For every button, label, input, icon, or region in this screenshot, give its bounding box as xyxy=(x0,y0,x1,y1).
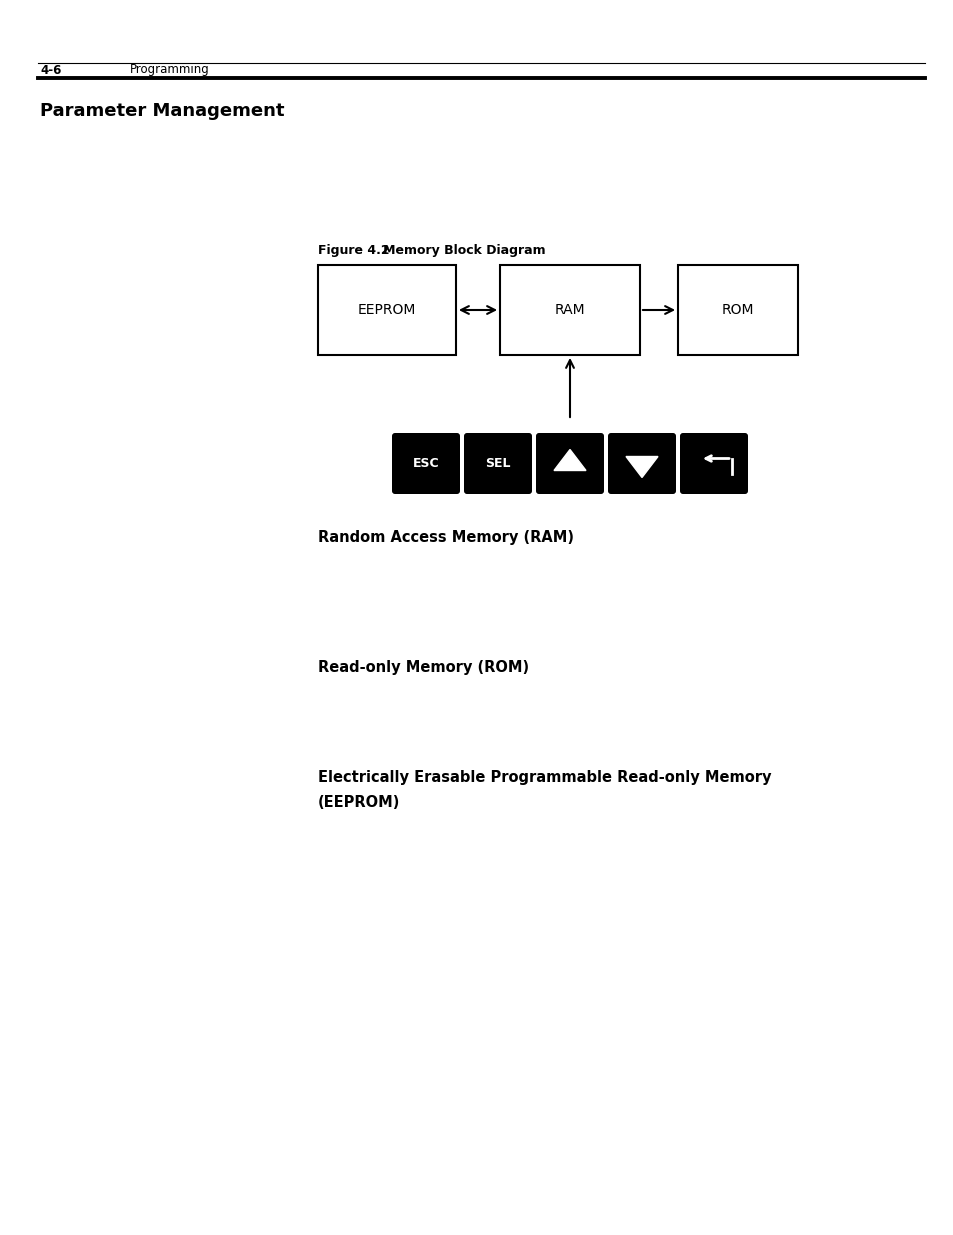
Text: Figure 4.2: Figure 4.2 xyxy=(317,245,389,257)
Text: Electrically Erasable Programmable Read-only Memory: Electrically Erasable Programmable Read-… xyxy=(317,769,771,785)
FancyBboxPatch shape xyxy=(607,433,676,494)
Text: ESC: ESC xyxy=(413,457,438,471)
Bar xyxy=(317,266,456,354)
Bar xyxy=(678,266,797,354)
Text: Parameter Management: Parameter Management xyxy=(40,103,284,120)
Text: Programming: Programming xyxy=(130,63,210,77)
Text: ROM: ROM xyxy=(721,303,754,317)
Text: 4-6: 4-6 xyxy=(40,63,61,77)
Bar xyxy=(499,266,639,354)
Polygon shape xyxy=(625,457,658,478)
Text: RAM: RAM xyxy=(554,303,585,317)
FancyBboxPatch shape xyxy=(679,433,747,494)
FancyBboxPatch shape xyxy=(392,433,459,494)
Polygon shape xyxy=(554,450,585,471)
FancyBboxPatch shape xyxy=(536,433,603,494)
Text: Read-only Memory (ROM): Read-only Memory (ROM) xyxy=(317,659,529,676)
Text: (EEPROM): (EEPROM) xyxy=(317,795,400,810)
Text: Random Access Memory (RAM): Random Access Memory (RAM) xyxy=(317,530,574,545)
FancyBboxPatch shape xyxy=(463,433,532,494)
Text: EEPROM: EEPROM xyxy=(357,303,416,317)
Text: SEL: SEL xyxy=(485,457,510,471)
Text: Memory Block Diagram: Memory Block Diagram xyxy=(370,245,545,257)
